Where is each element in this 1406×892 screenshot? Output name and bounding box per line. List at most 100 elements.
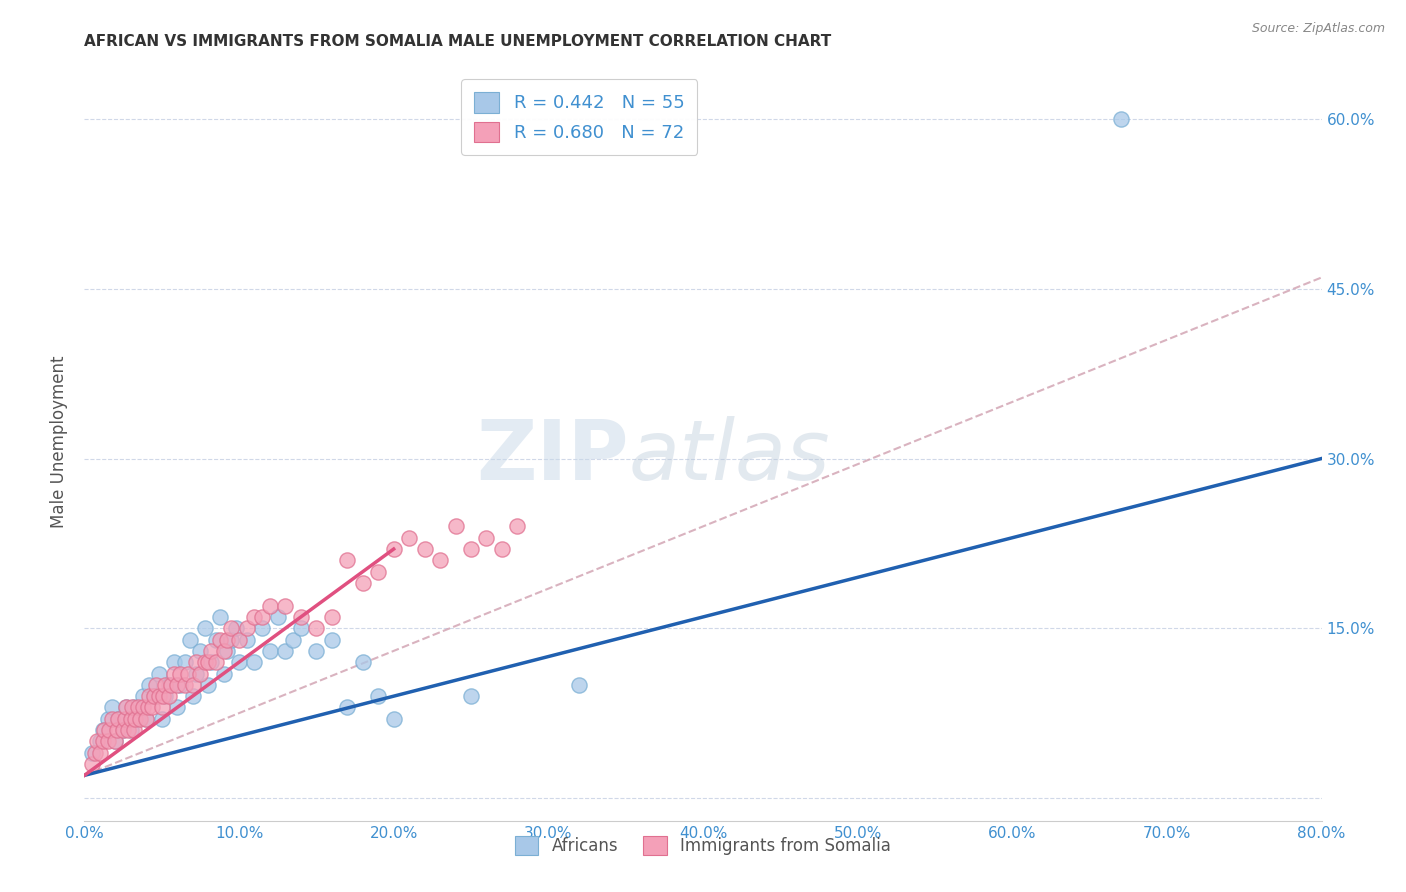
Point bbox=[98, 723, 121, 738]
Point bbox=[205, 632, 228, 647]
Point bbox=[305, 621, 328, 635]
Point bbox=[96, 712, 118, 726]
Point bbox=[181, 689, 204, 703]
Point bbox=[197, 655, 219, 669]
Point bbox=[367, 565, 389, 579]
Legend: Africans, Immigrants from Somalia: Africans, Immigrants from Somalia bbox=[509, 829, 897, 862]
Point bbox=[124, 712, 146, 726]
Point bbox=[105, 723, 128, 738]
Point bbox=[267, 610, 290, 624]
Point bbox=[104, 734, 127, 748]
Point bbox=[382, 712, 405, 726]
Point bbox=[127, 700, 149, 714]
Point bbox=[82, 746, 104, 760]
Point bbox=[321, 610, 343, 624]
Point bbox=[290, 621, 312, 635]
Point bbox=[122, 723, 145, 738]
Point bbox=[82, 757, 104, 772]
Point bbox=[460, 542, 482, 557]
Point bbox=[177, 666, 200, 681]
Point bbox=[141, 700, 163, 714]
Point bbox=[209, 632, 232, 647]
Point bbox=[153, 678, 176, 692]
Point bbox=[243, 610, 266, 624]
Point bbox=[120, 723, 142, 738]
Text: Source: ZipAtlas.com: Source: ZipAtlas.com bbox=[1251, 22, 1385, 36]
Point bbox=[132, 689, 155, 703]
Point bbox=[200, 655, 222, 669]
Point bbox=[305, 644, 328, 658]
Point bbox=[197, 678, 219, 692]
Point bbox=[398, 531, 420, 545]
Point bbox=[107, 712, 129, 726]
Point bbox=[235, 632, 259, 647]
Point bbox=[138, 689, 160, 703]
Point bbox=[89, 734, 111, 748]
Point bbox=[84, 746, 107, 760]
Point bbox=[219, 621, 242, 635]
Point bbox=[93, 723, 115, 738]
Point bbox=[91, 723, 114, 738]
Point bbox=[117, 723, 139, 738]
Point bbox=[205, 655, 228, 669]
Point bbox=[89, 746, 111, 760]
Point bbox=[382, 542, 405, 557]
Point bbox=[352, 576, 374, 591]
Point bbox=[188, 644, 211, 658]
Point bbox=[367, 689, 389, 703]
Point bbox=[475, 531, 498, 545]
Point bbox=[120, 712, 142, 726]
Point bbox=[188, 666, 211, 681]
Point bbox=[129, 712, 152, 726]
Point bbox=[127, 712, 149, 726]
Point bbox=[219, 632, 242, 647]
Point bbox=[152, 689, 174, 703]
Point bbox=[174, 678, 197, 692]
Point bbox=[194, 655, 217, 669]
Point bbox=[250, 621, 273, 635]
Point bbox=[159, 678, 180, 692]
Point bbox=[112, 723, 135, 738]
Point bbox=[290, 610, 312, 624]
Point bbox=[101, 700, 124, 714]
Point bbox=[169, 666, 191, 681]
Point bbox=[101, 712, 124, 726]
Point bbox=[281, 632, 305, 647]
Point bbox=[506, 519, 529, 533]
Point bbox=[243, 655, 266, 669]
Point bbox=[215, 632, 238, 647]
Point bbox=[181, 678, 204, 692]
Text: AFRICAN VS IMMIGRANTS FROM SOMALIA MALE UNEMPLOYMENT CORRELATION CHART: AFRICAN VS IMMIGRANTS FROM SOMALIA MALE … bbox=[84, 34, 831, 49]
Point bbox=[153, 689, 176, 703]
Point bbox=[121, 700, 143, 714]
Point bbox=[135, 712, 157, 726]
Point bbox=[209, 610, 232, 624]
Point bbox=[274, 599, 297, 613]
Point bbox=[336, 553, 359, 567]
Point bbox=[491, 542, 513, 557]
Point bbox=[107, 712, 129, 726]
Point bbox=[321, 632, 343, 647]
Point bbox=[122, 700, 145, 714]
Point bbox=[429, 553, 451, 567]
Point bbox=[86, 734, 108, 748]
Point bbox=[136, 700, 159, 714]
Point bbox=[568, 678, 591, 692]
Point bbox=[235, 621, 259, 635]
Point bbox=[148, 689, 170, 703]
Point bbox=[250, 610, 273, 624]
Point bbox=[444, 519, 467, 533]
Point bbox=[336, 700, 359, 714]
Point bbox=[138, 678, 160, 692]
Text: ZIP: ZIP bbox=[477, 417, 628, 497]
Point bbox=[228, 655, 250, 669]
Point bbox=[184, 666, 207, 681]
Point bbox=[148, 666, 170, 681]
Point bbox=[160, 678, 183, 692]
Point bbox=[179, 632, 201, 647]
Point bbox=[143, 689, 166, 703]
Point bbox=[413, 542, 436, 557]
Point bbox=[212, 644, 235, 658]
Point bbox=[112, 723, 135, 738]
Point bbox=[194, 621, 217, 635]
